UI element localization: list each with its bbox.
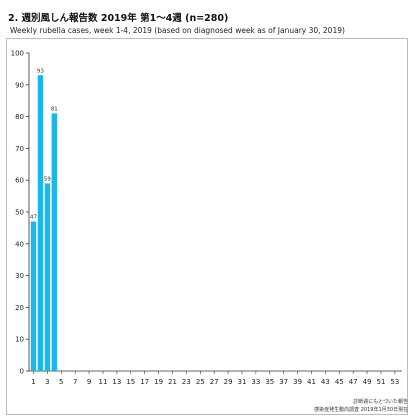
y-tick-label: 0 — [20, 368, 24, 376]
y-tick-label: 50 — [15, 209, 24, 217]
x-tick-label: 19 — [154, 378, 163, 386]
data-label-week-1: 47 — [30, 215, 37, 221]
y-tick-label: 100 — [11, 50, 24, 58]
chart-frame — [6, 38, 408, 415]
y-tick-label: 30 — [15, 272, 24, 280]
x-tick-label: 33 — [251, 378, 260, 386]
x-tick-label: 39 — [293, 378, 302, 386]
x-tick-label: 51 — [377, 378, 386, 386]
data-label-week-4: 81 — [51, 106, 58, 112]
x-tick-label: 49 — [363, 378, 372, 386]
chart-subtitle: Weekly rubella cases, week 1-4, 2019 (ba… — [10, 26, 345, 35]
y-axis: 0 10 20 30 40 50 60 70 80 90 100 — [11, 50, 30, 376]
data-labels: 47 93 59 81 — [30, 68, 58, 220]
x-tick-label: 43 — [321, 378, 330, 386]
x-tick-label: 3 — [45, 378, 49, 386]
chart-title: 2. 週別風しん報告数 2019年 第1～4週 (n=280) — [8, 13, 229, 24]
x-tick-label: 35 — [265, 378, 274, 386]
x-tick-label: 29 — [224, 378, 233, 386]
x-tick-label: 25 — [196, 378, 205, 386]
y-tick-label: 90 — [15, 81, 24, 89]
source-note-1: 診断週にもとづいた報告 — [353, 399, 408, 405]
data-label-week-2: 93 — [37, 68, 44, 74]
x-tick-label: 7 — [73, 378, 77, 386]
x-tick-label: 5 — [59, 378, 63, 386]
x-tick-label: 15 — [126, 378, 135, 386]
y-tick-label: 40 — [15, 240, 24, 248]
x-tick-label: 9 — [87, 378, 91, 386]
bar-week-1 — [30, 221, 37, 371]
source-note-2: 感染症発生動向調査 2019年1月30日現在 — [314, 407, 408, 413]
bar-week-2 — [37, 75, 44, 371]
x-tick-label: 31 — [238, 378, 247, 386]
x-tick-label: 11 — [99, 378, 108, 386]
bars — [30, 75, 58, 372]
data-label-week-3: 59 — [44, 176, 51, 182]
y-tick-label: 70 — [15, 145, 24, 153]
x-tick-label: 27 — [210, 378, 219, 386]
x-tick-label: 41 — [307, 378, 316, 386]
x-tick-label: 47 — [349, 378, 358, 386]
x-tick-label: 13 — [112, 378, 121, 386]
x-tick-label: 37 — [279, 378, 288, 386]
x-tick-label: 53 — [390, 378, 399, 386]
x-tick-label: 17 — [140, 378, 149, 386]
y-tick-label: 80 — [15, 113, 24, 121]
y-tick-label: 60 — [15, 177, 24, 185]
x-tick-label: 1 — [31, 378, 35, 386]
x-tick-label: 23 — [182, 378, 191, 386]
x-tick-label: 45 — [335, 378, 344, 386]
y-tick-label: 10 — [15, 336, 24, 344]
bar-week-4 — [51, 113, 58, 372]
y-tick-label: 20 — [15, 304, 24, 312]
x-tick-label: 21 — [168, 378, 177, 386]
x-axis: 1 3 5 7 9 11 13 15 17 19 21 23 25 27 29 31 33 35 37 39 41 43 4… — [29, 370, 402, 386]
bar-week-3 — [44, 183, 51, 371]
